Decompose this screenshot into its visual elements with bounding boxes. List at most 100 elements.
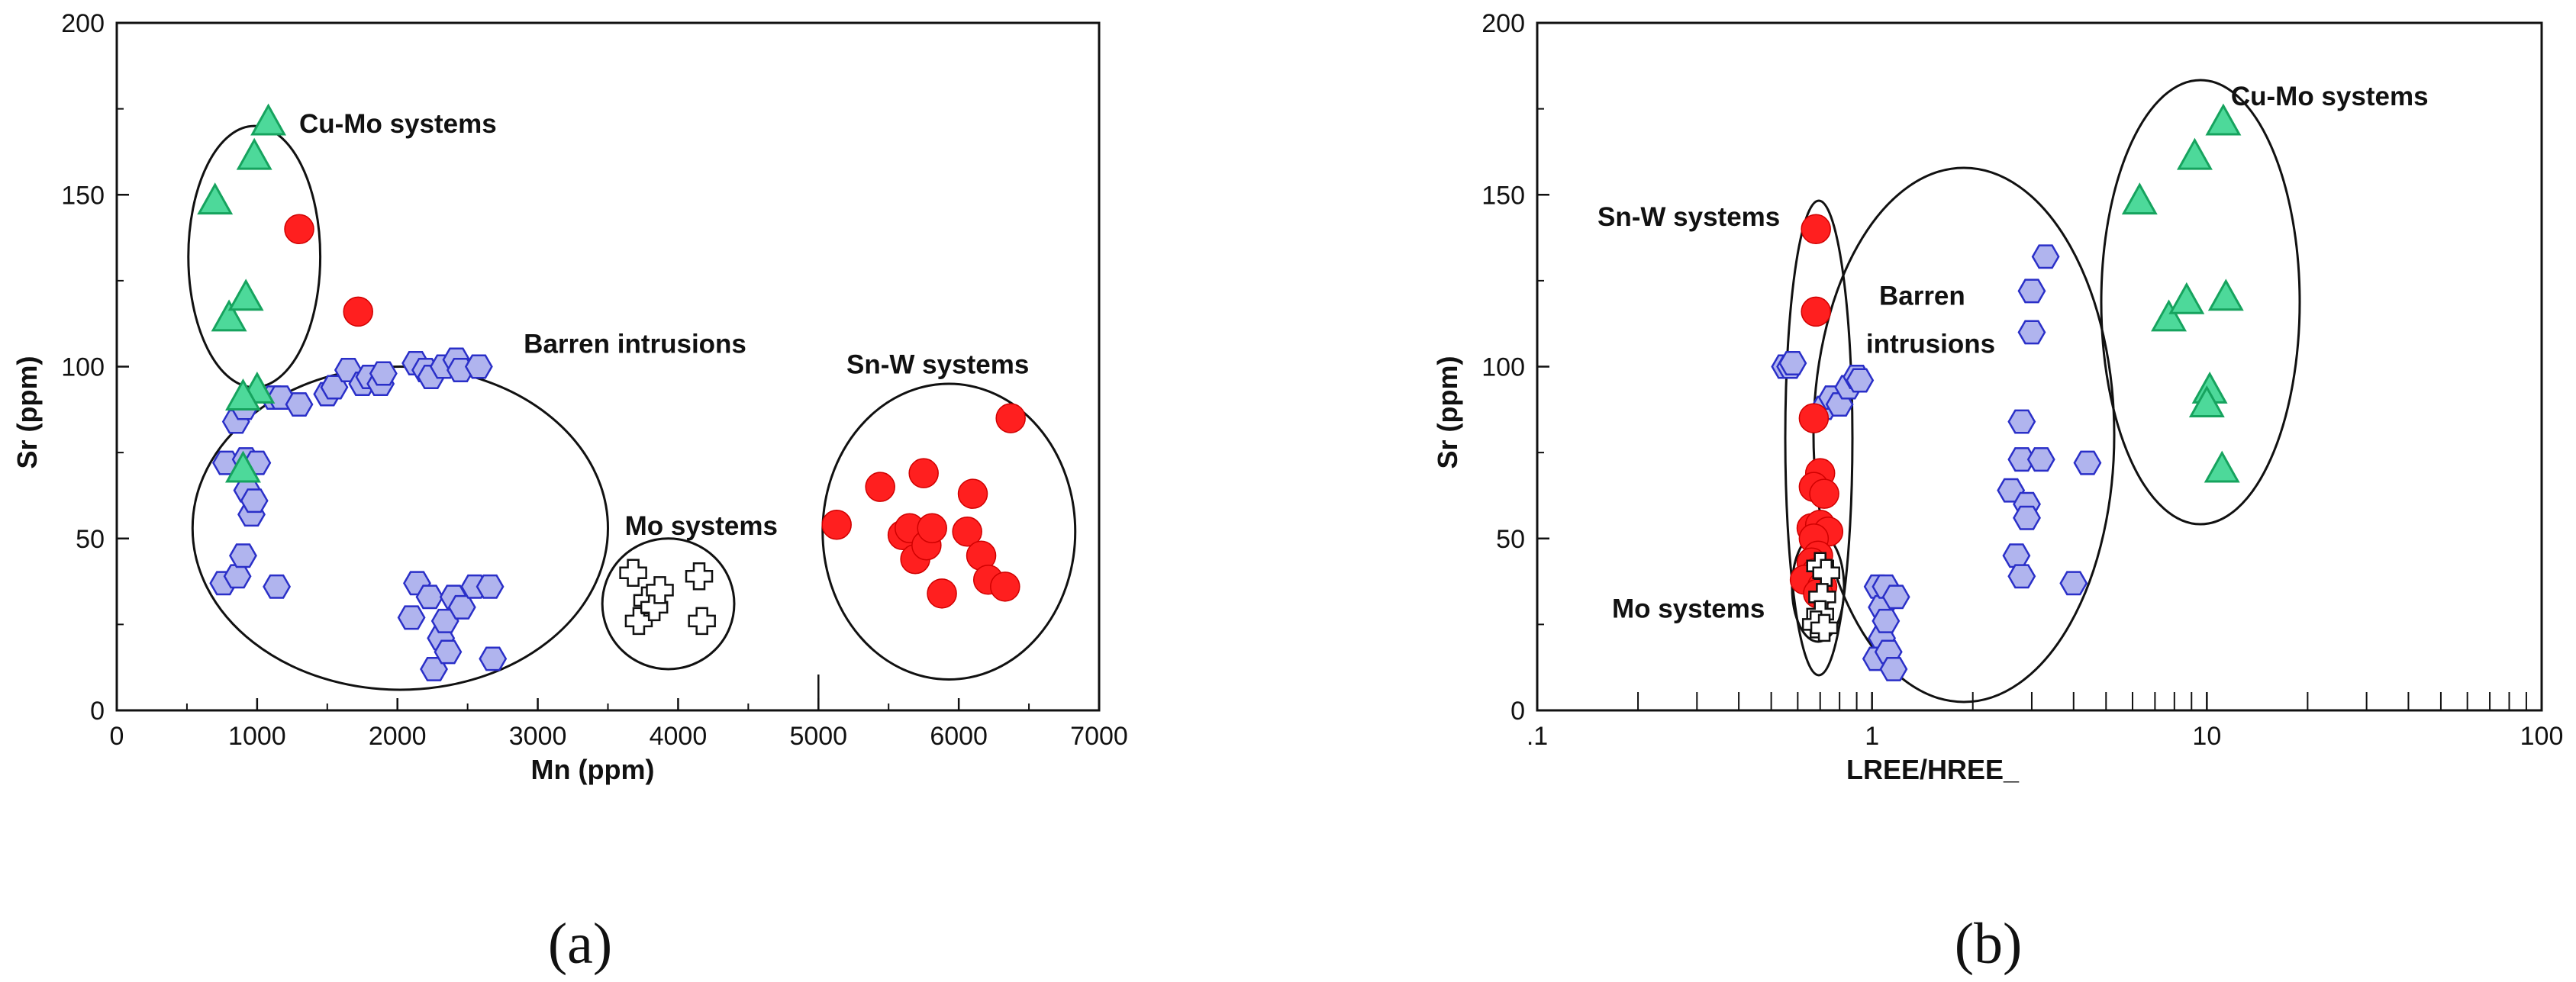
point-cu-mo-systems <box>2121 182 2158 215</box>
point-mo-systems <box>646 576 674 604</box>
point-barren-intrusions <box>1872 608 1901 633</box>
point-sn-w-systems <box>917 513 947 543</box>
ellipse-sn-w <box>1784 199 1854 677</box>
ellipse-barren <box>1812 166 2116 703</box>
ellipse-sn-w <box>821 382 1077 681</box>
point-mo-systems <box>685 562 714 591</box>
point-barren-intrusions <box>263 574 292 599</box>
point-sn-w-systems <box>957 478 988 509</box>
point-barren-intrusions <box>2031 244 2060 269</box>
point-sn-w-systems <box>1801 214 1831 245</box>
y-axis-label: Sr (ppm) <box>1432 356 1463 469</box>
group-label: Barren intrusions <box>524 329 746 359</box>
point-mo-systems <box>624 607 653 636</box>
panel-label: (b) <box>1955 912 2023 976</box>
x-tick-label: 0 <box>110 722 124 751</box>
point-barren-intrusions <box>1778 351 1807 375</box>
point-barren-intrusions <box>229 543 257 568</box>
point-barren-intrusions <box>369 361 398 386</box>
x-axis-label: LREE/HREE_ <box>1846 754 2020 785</box>
point-barren-intrusions <box>2017 279 2046 304</box>
point-barren-intrusions <box>479 646 508 671</box>
point-barren-intrusions <box>447 594 476 620</box>
y-tick-label: 200 <box>61 9 105 38</box>
point-cu-mo-systems <box>225 450 261 483</box>
group-label: Mo systems <box>1612 594 1765 623</box>
point-sn-w-systems <box>821 509 852 540</box>
point-barren-intrusions <box>1881 584 1910 610</box>
point-cu-mo-systems <box>2205 103 2242 136</box>
point-mo-systems <box>1812 559 1840 588</box>
x-tick-label: 4000 <box>650 722 708 751</box>
ellipse-barren <box>191 365 609 691</box>
ellipse-cu-mo <box>2100 79 2301 526</box>
group-label: Cu-Mo systems <box>2231 82 2429 111</box>
x-tick-label: 2000 <box>369 722 427 751</box>
point-sn-w-systems <box>952 516 982 547</box>
point-cu-mo-systems <box>227 279 264 311</box>
point-barren-intrusions <box>2059 571 2088 596</box>
point-cu-mo-systems <box>2168 282 2205 314</box>
ellipse-mo <box>601 537 736 671</box>
group-label: intrusions <box>1866 329 1995 359</box>
x-tick-label: 100 <box>2520 722 2564 751</box>
point-barren-intrusions <box>2007 409 2036 434</box>
point-sn-w-systems <box>1801 296 1831 327</box>
point-cu-mo-systems <box>2207 279 2244 311</box>
point-barren-intrusions <box>285 392 314 417</box>
y-tick-label: 50 <box>1496 525 1525 554</box>
x-tick-label: 3000 <box>509 722 567 751</box>
point-sn-w-systems <box>908 458 939 488</box>
group-label: Barren <box>1879 281 1965 311</box>
x-tick-label: .1 <box>1527 722 1548 751</box>
y-tick-label: 150 <box>1481 181 1525 210</box>
point-barren-intrusions <box>397 605 426 630</box>
x-tick-label: 10 <box>2192 722 2221 751</box>
point-barren-intrusions <box>223 564 252 589</box>
point-cu-mo-systems <box>250 103 287 136</box>
point-mo-systems <box>688 607 716 636</box>
point-barren-intrusions <box>2007 564 2036 589</box>
point-sn-w-systems <box>865 472 895 502</box>
group-label: Sn-W systems <box>846 350 1029 380</box>
point-cu-mo-systems <box>197 182 234 215</box>
point-cu-mo-systems <box>2204 450 2240 483</box>
point-barren-intrusions <box>1846 368 1875 393</box>
point-sn-w-systems <box>995 403 1026 433</box>
point-barren-intrusions <box>2017 320 2046 345</box>
panel-b-scatter: 0 50 100 150 200 .1 1 10 100 LREE/HREE_ Sr (ppm) Sn… <box>1432 9 2563 976</box>
point-barren-intrusions <box>1879 656 1908 681</box>
point-barren-intrusions <box>2026 447 2055 472</box>
y-tick-label: 50 <box>76 525 105 554</box>
point-cu-mo-systems <box>2151 299 2187 332</box>
x-tick-label: 6000 <box>930 722 988 751</box>
point-sn-w-systems <box>343 296 373 327</box>
point-sn-w-systems <box>1798 403 1830 433</box>
point-barren-intrusions <box>464 354 493 379</box>
x-tick-label: 7000 <box>1070 722 1128 751</box>
y-tick-label: 0 <box>90 697 105 726</box>
point-sn-w-systems <box>927 578 957 609</box>
y-axis-label: Sr (ppm) <box>11 356 43 469</box>
point-barren-intrusions <box>476 574 505 599</box>
y-tick-label: 100 <box>61 353 105 382</box>
x-axis-label: Mn (ppm) <box>531 754 655 785</box>
point-sn-w-systems <box>990 571 1020 602</box>
point-cu-mo-systems <box>236 137 272 170</box>
group-label: Mo systems <box>625 511 778 541</box>
point-cu-mo-systems <box>225 378 261 411</box>
y-tick-label: 150 <box>61 181 105 210</box>
point-sn-w-systems <box>1809 478 1839 509</box>
point-barren-intrusions <box>2007 447 2036 472</box>
point-cu-mo-systems <box>2188 385 2225 417</box>
x-tick-label: 1000 <box>228 722 286 751</box>
point-cu-mo-systems <box>211 299 247 332</box>
x-tick-label: 5000 <box>789 722 847 751</box>
group-label: Cu-Mo systems <box>299 109 497 139</box>
y-tick-label: 100 <box>1481 353 1525 382</box>
y-tick-label: 0 <box>1510 697 1525 726</box>
point-barren-intrusions <box>2073 450 2102 475</box>
point-barren-intrusions <box>415 584 444 610</box>
group-label: Sn-W systems <box>1598 202 1780 232</box>
